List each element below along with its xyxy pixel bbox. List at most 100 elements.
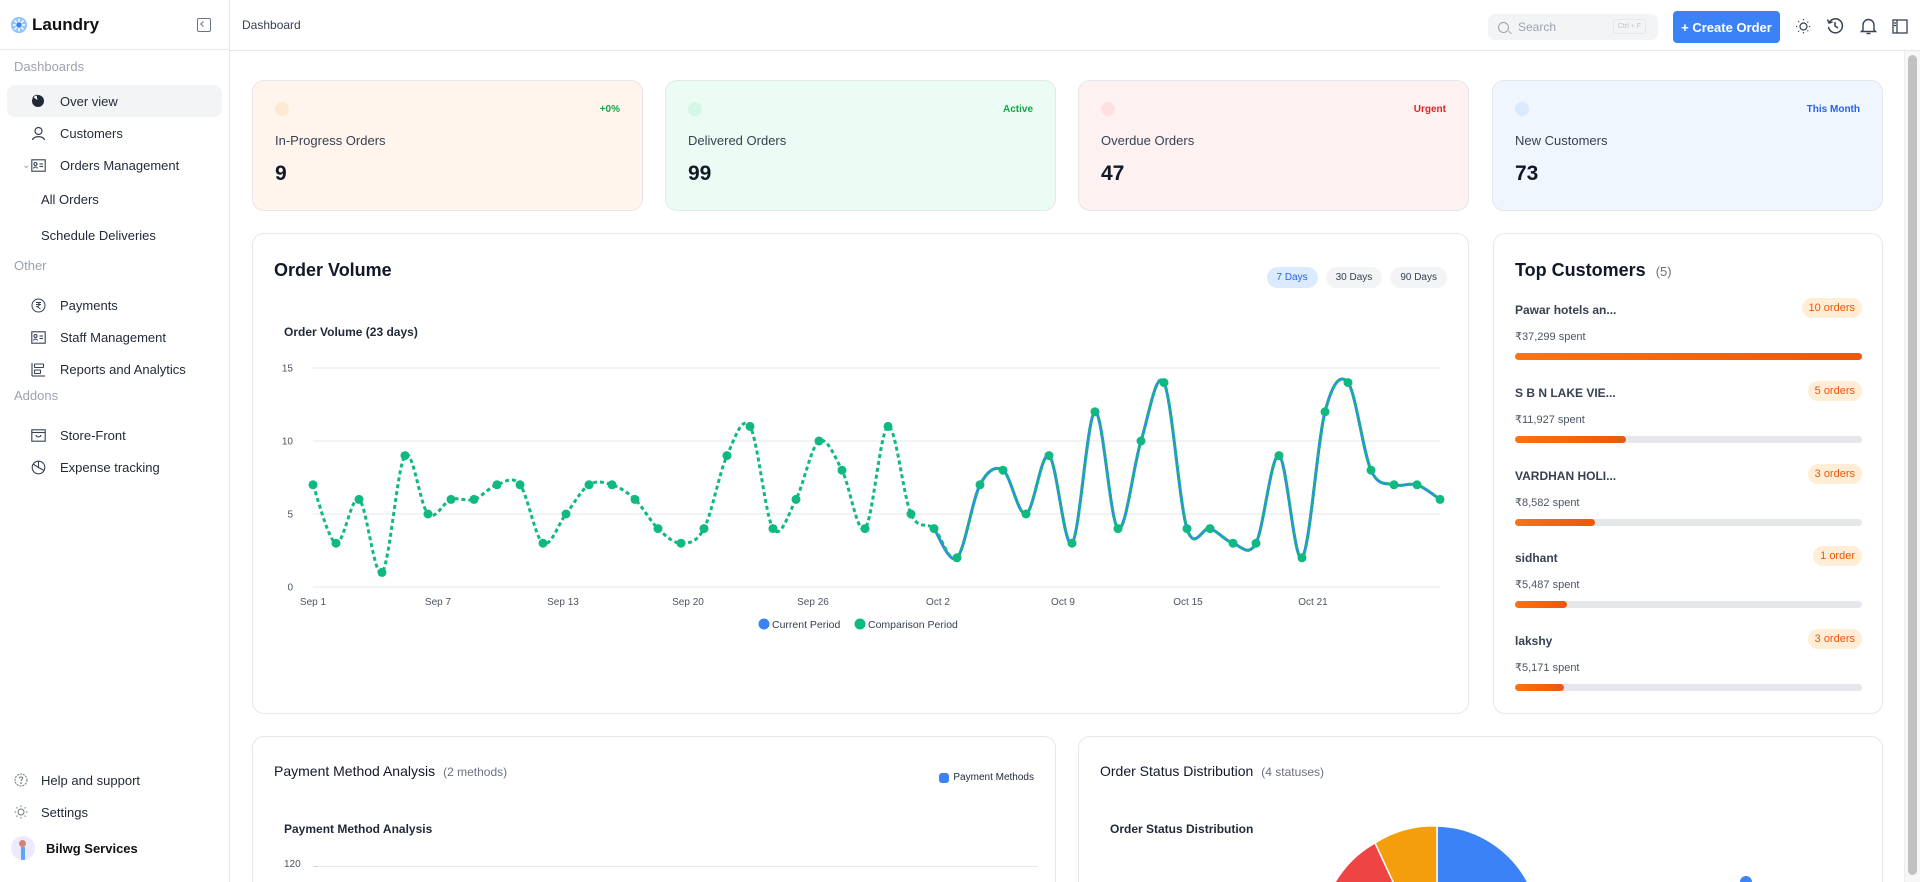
data-point[interactable]: [722, 451, 732, 461]
store-icon: [30, 427, 46, 443]
data-point[interactable]: [515, 480, 525, 490]
sidebar-item-schedule-deliveries[interactable]: Schedule Deliveries: [41, 227, 156, 243]
sidebar-item-overview[interactable]: Over view: [7, 85, 222, 117]
range-7-days-button[interactable]: 7 Days: [1266, 267, 1318, 288]
history-icon[interactable]: [1826, 17, 1844, 35]
data-point[interactable]: [377, 567, 387, 577]
sidebar-item-store-front[interactable]: Store-Front: [7, 419, 222, 451]
range-90-days-button[interactable]: 90 Days: [1390, 267, 1447, 288]
data-point[interactable]: [975, 480, 985, 490]
top-customers-count: (5): [1655, 264, 1672, 279]
create-order-button[interactable]: + Create Order: [1673, 11, 1780, 43]
data-point[interactable]: [607, 480, 617, 490]
data-point[interactable]: [354, 494, 364, 504]
sidebar-item-staff-management[interactable]: Staff Management: [7, 321, 222, 353]
data-point[interactable]: [676, 538, 686, 548]
data-point[interactable]: [308, 480, 318, 490]
data-point[interactable]: [630, 494, 640, 504]
data-point[interactable]: [1412, 480, 1422, 490]
expense-pie-icon: [30, 459, 46, 475]
data-point[interactable]: [699, 524, 709, 534]
search-input[interactable]: [1518, 20, 1608, 34]
data-point[interactable]: [1044, 451, 1054, 461]
data-point[interactable]: [584, 480, 594, 490]
data-point[interactable]: [1320, 407, 1330, 417]
data-point[interactable]: [446, 494, 456, 504]
data-point[interactable]: [1228, 538, 1238, 548]
data-point[interactable]: [860, 524, 870, 534]
theme-sun-icon[interactable]: [1794, 17, 1812, 35]
notification-bell-icon[interactable]: [1859, 17, 1877, 35]
data-point[interactable]: [883, 421, 893, 431]
data-point[interactable]: [331, 538, 341, 548]
customer-row[interactable]: lakshy 3 orders ₹5,171 spent: [1515, 629, 1862, 704]
data-point[interactable]: [837, 465, 847, 475]
sidebar-collapse-icon[interactable]: [197, 18, 211, 32]
data-point[interactable]: [906, 509, 916, 519]
data-point[interactable]: [1021, 509, 1031, 519]
help-support-link[interactable]: Help and support: [0, 764, 229, 796]
data-point[interactable]: [1435, 494, 1445, 504]
payment-method-title: Payment Method Analysis (2 methods): [274, 763, 507, 779]
sidebar-item-orders-management[interactable]: ⌄ Orders Management: [7, 149, 222, 181]
data-point[interactable]: [768, 524, 778, 534]
payment-methods-legend[interactable]: Payment Methods: [939, 772, 1034, 783]
data-point[interactable]: [952, 553, 962, 563]
customer-orders-badge: 5 orders: [1807, 381, 1862, 401]
data-point[interactable]: [1113, 524, 1123, 534]
data-point[interactable]: [400, 451, 410, 461]
data-point[interactable]: [929, 524, 939, 534]
data-point[interactable]: [492, 480, 502, 490]
sidebar-item-customers[interactable]: Customers: [7, 117, 222, 149]
data-point[interactable]: [814, 436, 824, 446]
legend-label[interactable]: Comparison Period: [868, 619, 958, 631]
y-axis-tick-label: 120: [284, 859, 301, 870]
data-point[interactable]: [538, 538, 548, 548]
stat-dot-icon: [275, 102, 289, 116]
legend-label[interactable]: Current Period: [772, 619, 840, 631]
customer-row[interactable]: S B N LAKE VIE... 5 orders ₹11,927 spent: [1515, 381, 1862, 456]
data-point[interactable]: [1067, 538, 1077, 548]
data-point[interactable]: [561, 509, 571, 519]
sidebar-item-expense-tracking[interactable]: Expense tracking: [7, 451, 222, 483]
order-status-title: Order Status Distribution (4 statuses): [1100, 763, 1324, 779]
data-point[interactable]: [745, 421, 755, 431]
data-point[interactable]: [1274, 451, 1284, 461]
customer-row[interactable]: VARDHAN HOLI... 3 orders ₹8,582 spent: [1515, 464, 1862, 539]
payment-method-count: (2 methods): [443, 765, 508, 779]
x-axis-tick-label: Sep 13: [547, 597, 579, 608]
sidebar-item-all-orders[interactable]: All Orders: [41, 191, 99, 207]
settings-label: Settings: [41, 804, 88, 820]
data-point[interactable]: [1182, 524, 1192, 534]
data-point[interactable]: [653, 524, 663, 534]
data-point[interactable]: [1090, 407, 1100, 417]
panel-toggle-icon[interactable]: [1891, 17, 1909, 35]
data-point[interactable]: [469, 494, 479, 504]
range-30-days-button[interactable]: 30 Days: [1325, 267, 1383, 288]
search-box[interactable]: Ctrl + F: [1488, 14, 1658, 40]
data-point[interactable]: [423, 509, 433, 519]
data-point[interactable]: [791, 494, 801, 504]
data-point[interactable]: [998, 465, 1008, 475]
data-point[interactable]: [1251, 538, 1261, 548]
user-profile[interactable]: Bilwg Services: [0, 828, 229, 868]
data-point[interactable]: [1136, 436, 1146, 446]
sidebar-item-reports-analytics[interactable]: Reports and Analytics: [7, 353, 222, 385]
data-point[interactable]: [1389, 480, 1399, 490]
data-point[interactable]: [1343, 378, 1353, 388]
data-point[interactable]: [1297, 553, 1307, 563]
customer-name: Pawar hotels an...: [1515, 303, 1617, 317]
customer-row[interactable]: sidhant 1 order ₹5,487 spent: [1515, 546, 1862, 621]
customer-row[interactable]: Pawar hotels an... 10 orders ₹37,299 spe…: [1515, 298, 1862, 373]
settings-link[interactable]: Settings: [0, 796, 229, 828]
data-point[interactable]: [1159, 378, 1169, 388]
order-status-pie-chart[interactable]: [1079, 737, 1884, 882]
data-point[interactable]: [1205, 524, 1215, 534]
chevron-down-icon[interactable]: ⌄: [22, 159, 31, 171]
customer-spend-bar-fill: [1515, 436, 1627, 443]
order-volume-line-chart[interactable]: Order Volume (23 days) 0 5 10 15 Sep 1 Sep 7 Se…: [253, 234, 1470, 715]
scrollbar-thumb[interactable]: [1908, 55, 1917, 875]
page-scrollbar[interactable]: [1904, 51, 1920, 882]
sidebar-item-payments[interactable]: Payments: [7, 289, 222, 321]
data-point[interactable]: [1366, 465, 1376, 475]
